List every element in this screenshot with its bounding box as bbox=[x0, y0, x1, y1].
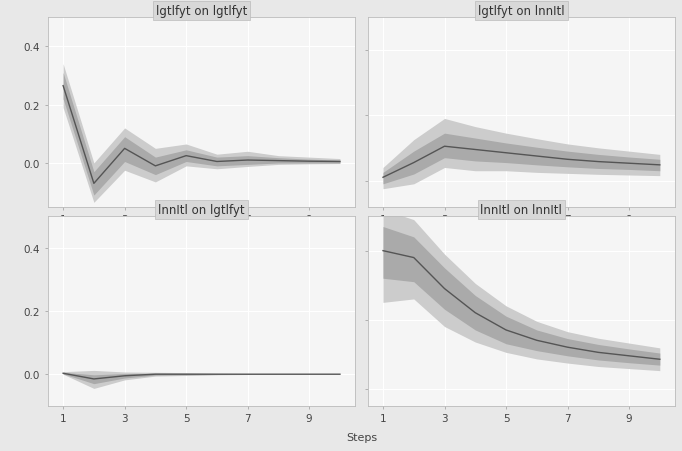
Text: Steps: Steps bbox=[346, 432, 377, 442]
Title: lnnItl on lnnItl: lnnItl on lnnItl bbox=[480, 204, 563, 216]
Title: lgtlfyt on lnnItl: lgtlfyt on lnnItl bbox=[478, 5, 565, 18]
Title: lgtlfyt on lgtlfyt: lgtlfyt on lgtlfyt bbox=[155, 5, 247, 18]
Title: lnnItl on lgtlfyt: lnnItl on lgtlfyt bbox=[158, 204, 245, 216]
